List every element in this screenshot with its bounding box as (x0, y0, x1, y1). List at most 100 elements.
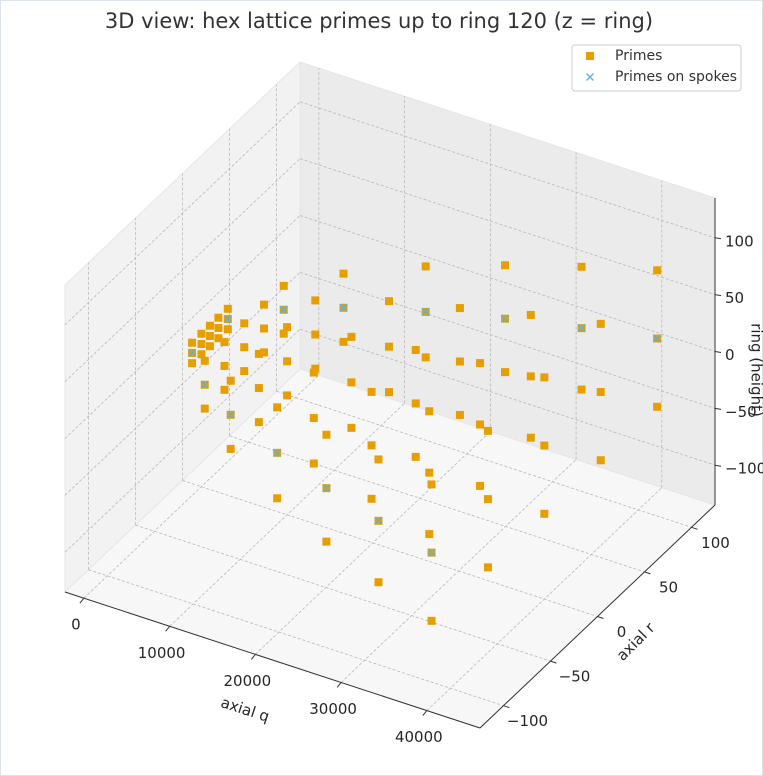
tick-mark (336, 682, 342, 688)
point (254, 349, 263, 358)
point (347, 332, 356, 341)
legend-marker (586, 52, 594, 60)
point (188, 338, 197, 347)
point (283, 391, 292, 400)
point (526, 310, 535, 319)
point (240, 343, 249, 352)
point (577, 385, 586, 394)
point (427, 480, 436, 489)
point (385, 342, 394, 351)
grid (64, 68, 716, 711)
axes: 0 10000 20000 30000 40000 −100 −50 0 50 100 −100 −5… (64, 198, 763, 746)
point (425, 530, 434, 539)
point (596, 388, 605, 397)
point (205, 331, 214, 340)
point (653, 334, 662, 343)
tick-mark (250, 654, 256, 660)
z-tick-label: 0 (725, 346, 735, 364)
legend-marker (586, 73, 594, 81)
point (476, 420, 485, 429)
point (653, 402, 662, 411)
point (374, 516, 383, 525)
point (226, 376, 235, 385)
point (273, 403, 282, 412)
point (223, 315, 232, 324)
point (455, 304, 464, 313)
point (240, 367, 249, 376)
y-tick-label: −100 (507, 712, 548, 730)
point (425, 407, 434, 416)
point (279, 329, 288, 338)
point (223, 325, 232, 334)
point (455, 410, 464, 419)
point (200, 404, 209, 413)
grid-line (299, 215, 716, 352)
point (311, 296, 320, 305)
tick-mark (550, 660, 557, 664)
point (311, 330, 320, 339)
point (322, 484, 331, 493)
grid-line (135, 524, 551, 662)
legend-label: Primes on spokes (615, 69, 737, 85)
point (309, 368, 318, 377)
point (421, 262, 430, 271)
legend: Primes Primes on spokes (571, 44, 742, 92)
point (476, 359, 485, 368)
tick-mark (714, 407, 722, 410)
tick-mark (422, 710, 428, 716)
point (240, 319, 249, 328)
point (501, 314, 510, 323)
point (577, 324, 586, 333)
tick-mark (714, 294, 722, 297)
grid-line (64, 101, 301, 326)
point (273, 494, 282, 503)
point (339, 269, 348, 278)
point (540, 441, 549, 450)
grid-line (64, 215, 301, 439)
axis-line (64, 591, 481, 729)
point (476, 481, 485, 490)
point (577, 262, 586, 271)
point (483, 426, 492, 435)
point (339, 337, 348, 346)
point (540, 509, 549, 518)
point (526, 433, 535, 442)
point (200, 380, 209, 389)
point (501, 261, 510, 270)
point (526, 372, 535, 381)
x-tick-label: 20000 (223, 672, 271, 690)
grid-line (299, 101, 716, 239)
point (188, 348, 197, 357)
y-tick-label: 100 (701, 534, 730, 552)
grid-line (83, 374, 320, 599)
z-tick-label: 100 (725, 232, 754, 250)
point (367, 387, 376, 396)
point (205, 321, 214, 330)
point (226, 444, 235, 453)
point (220, 361, 229, 370)
point (197, 350, 206, 359)
legend-box (571, 44, 742, 92)
marks (188, 261, 662, 625)
point (501, 368, 510, 377)
point (283, 323, 292, 332)
point (596, 319, 605, 328)
point (653, 266, 662, 275)
point (254, 418, 263, 427)
grid-line (276, 390, 692, 528)
point (367, 441, 376, 450)
y-tick-label: 50 (659, 578, 678, 596)
point (374, 578, 383, 587)
tick-mark (714, 464, 722, 467)
tick-mark (714, 237, 722, 240)
x-tick-label: 30000 (309, 700, 357, 718)
grid-line (299, 158, 716, 296)
point (322, 430, 331, 439)
point (273, 448, 282, 457)
point (259, 324, 268, 333)
grid-line (64, 158, 301, 382)
point (455, 357, 464, 366)
grid-line (182, 480, 598, 617)
grid-line (64, 328, 301, 553)
